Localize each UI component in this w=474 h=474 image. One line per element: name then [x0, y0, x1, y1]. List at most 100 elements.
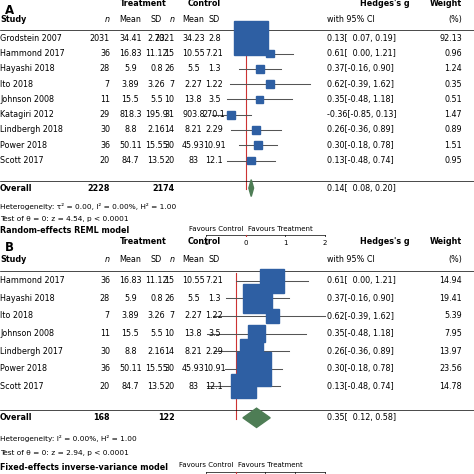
Text: 2.29: 2.29	[205, 126, 223, 135]
Text: 0.30[-0.18, 0.78]: 0.30[-0.18, 0.78]	[327, 141, 394, 150]
Text: 14: 14	[164, 126, 174, 135]
Text: 1.51: 1.51	[445, 141, 462, 150]
FancyBboxPatch shape	[234, 21, 268, 55]
Text: 12.1: 12.1	[205, 156, 223, 165]
Text: 8.8: 8.8	[124, 126, 137, 135]
Text: SD: SD	[209, 15, 220, 24]
Text: 3.5: 3.5	[208, 95, 220, 104]
Text: 15.5: 15.5	[121, 329, 139, 338]
Text: Scott 2017: Scott 2017	[0, 382, 44, 391]
Text: 45.93: 45.93	[182, 364, 205, 373]
Text: 13.97: 13.97	[439, 346, 462, 356]
Polygon shape	[249, 180, 254, 197]
Text: Mean: Mean	[182, 255, 204, 264]
Text: 1: 1	[283, 240, 287, 246]
Text: 92.13: 92.13	[439, 34, 462, 43]
Text: Katagiri 2012: Katagiri 2012	[0, 110, 54, 119]
Text: 15.55: 15.55	[145, 364, 168, 373]
Text: 5.39: 5.39	[445, 311, 462, 320]
Text: 0.26[-0.36, 0.89]: 0.26[-0.36, 0.89]	[327, 346, 394, 356]
FancyBboxPatch shape	[237, 352, 271, 386]
Text: 0.96: 0.96	[445, 49, 462, 58]
Text: Lindbergh 2017: Lindbergh 2017	[0, 346, 63, 356]
Text: 5.5: 5.5	[150, 95, 163, 104]
FancyBboxPatch shape	[228, 110, 236, 118]
FancyBboxPatch shape	[266, 50, 273, 57]
Text: 36: 36	[100, 49, 110, 58]
Text: 16.83: 16.83	[119, 276, 142, 285]
Text: 2: 2	[322, 240, 327, 246]
Text: 1.3: 1.3	[208, 294, 220, 303]
Text: 0.35[  0.12, 0.58]: 0.35[ 0.12, 0.58]	[327, 413, 396, 422]
Text: 34.41: 34.41	[119, 34, 142, 43]
Text: 36: 36	[100, 141, 110, 150]
Text: SD: SD	[151, 255, 162, 264]
Text: 7: 7	[169, 311, 174, 320]
Text: Favours Control: Favours Control	[189, 227, 243, 232]
Text: 16.83: 16.83	[119, 49, 142, 58]
Text: SD: SD	[151, 15, 162, 24]
Text: 30: 30	[100, 126, 110, 135]
Text: 7: 7	[169, 80, 174, 89]
Text: Test of θ = 0: z = 4.54, p < 0.0001: Test of θ = 0: z = 4.54, p < 0.0001	[0, 216, 128, 222]
Polygon shape	[243, 408, 270, 428]
Text: 2031: 2031	[90, 34, 110, 43]
Text: 19.41: 19.41	[439, 294, 462, 303]
Text: SD: SD	[209, 255, 220, 264]
Text: 0.89: 0.89	[445, 126, 462, 135]
Text: Weight: Weight	[430, 0, 462, 9]
Text: 13.8: 13.8	[185, 95, 202, 104]
Text: 10.55: 10.55	[182, 49, 205, 58]
Text: Ito 2018: Ito 2018	[0, 80, 33, 89]
Text: 3.5: 3.5	[208, 329, 220, 338]
Text: 0: 0	[244, 240, 248, 246]
Text: Grodstein 2007: Grodstein 2007	[0, 34, 62, 43]
Text: Lindbergh 2018: Lindbergh 2018	[0, 126, 63, 135]
Text: 7.95: 7.95	[444, 329, 462, 338]
Text: 0.26[-0.36, 0.89]: 0.26[-0.36, 0.89]	[327, 126, 394, 135]
Text: 15.5: 15.5	[121, 95, 139, 104]
FancyBboxPatch shape	[247, 156, 255, 164]
Text: 36: 36	[100, 364, 110, 373]
Text: 0.62[-0.39, 1.62]: 0.62[-0.39, 1.62]	[327, 311, 394, 320]
FancyBboxPatch shape	[260, 269, 284, 293]
Text: Heterogeneity: τ² = 0.00, I² = 0.00%, H² = 1.00: Heterogeneity: τ² = 0.00, I² = 0.00%, H²…	[0, 203, 176, 210]
Text: 8.8: 8.8	[124, 346, 137, 356]
Text: 903.8: 903.8	[182, 110, 205, 119]
Text: 5.9: 5.9	[124, 64, 137, 73]
Text: 5.5: 5.5	[187, 294, 200, 303]
Text: Hammond 2017: Hammond 2017	[0, 276, 65, 285]
Text: 12.1: 12.1	[205, 382, 223, 391]
Text: Favours Control: Favours Control	[179, 462, 233, 468]
Text: Ito 2018: Ito 2018	[0, 311, 33, 320]
Text: 8.21: 8.21	[184, 346, 202, 356]
Text: 7.21: 7.21	[205, 276, 223, 285]
Text: Power 2018: Power 2018	[0, 141, 47, 150]
Text: 0.13[-0.48, 0.74]: 0.13[-0.48, 0.74]	[327, 156, 394, 165]
Text: Heterogeneity: I² = 0.00%, H² = 1.00: Heterogeneity: I² = 0.00%, H² = 1.00	[0, 436, 137, 442]
Text: 83: 83	[188, 382, 199, 391]
Text: 15: 15	[164, 276, 174, 285]
Text: Favours Treatment: Favours Treatment	[238, 462, 303, 468]
FancyBboxPatch shape	[255, 96, 264, 103]
FancyBboxPatch shape	[254, 141, 262, 149]
Text: Hammond 2017: Hammond 2017	[0, 49, 65, 58]
Text: 14.78: 14.78	[439, 382, 462, 391]
Text: 10.91: 10.91	[203, 141, 226, 150]
Text: n: n	[105, 255, 110, 264]
Text: Hedges's g: Hedges's g	[360, 237, 410, 246]
Text: 0.35[-0.48, 1.18]: 0.35[-0.48, 1.18]	[327, 329, 394, 338]
Text: B: B	[5, 241, 14, 255]
Text: Overall: Overall	[0, 413, 33, 422]
Text: 1.22: 1.22	[205, 80, 223, 89]
Text: 1.22: 1.22	[205, 311, 223, 320]
Text: 0.37[-0.16, 0.90]: 0.37[-0.16, 0.90]	[327, 64, 394, 73]
Text: Favours Treatment: Favours Treatment	[248, 227, 313, 232]
Text: 10: 10	[164, 95, 174, 104]
Text: 0.61[  0.00, 1.21]: 0.61[ 0.00, 1.21]	[327, 49, 396, 58]
Text: 26: 26	[164, 294, 174, 303]
Text: 11: 11	[100, 95, 110, 104]
Text: Johnson 2008: Johnson 2008	[0, 329, 54, 338]
Text: n: n	[169, 255, 174, 264]
Text: Random-effects REML model: Random-effects REML model	[0, 226, 129, 235]
